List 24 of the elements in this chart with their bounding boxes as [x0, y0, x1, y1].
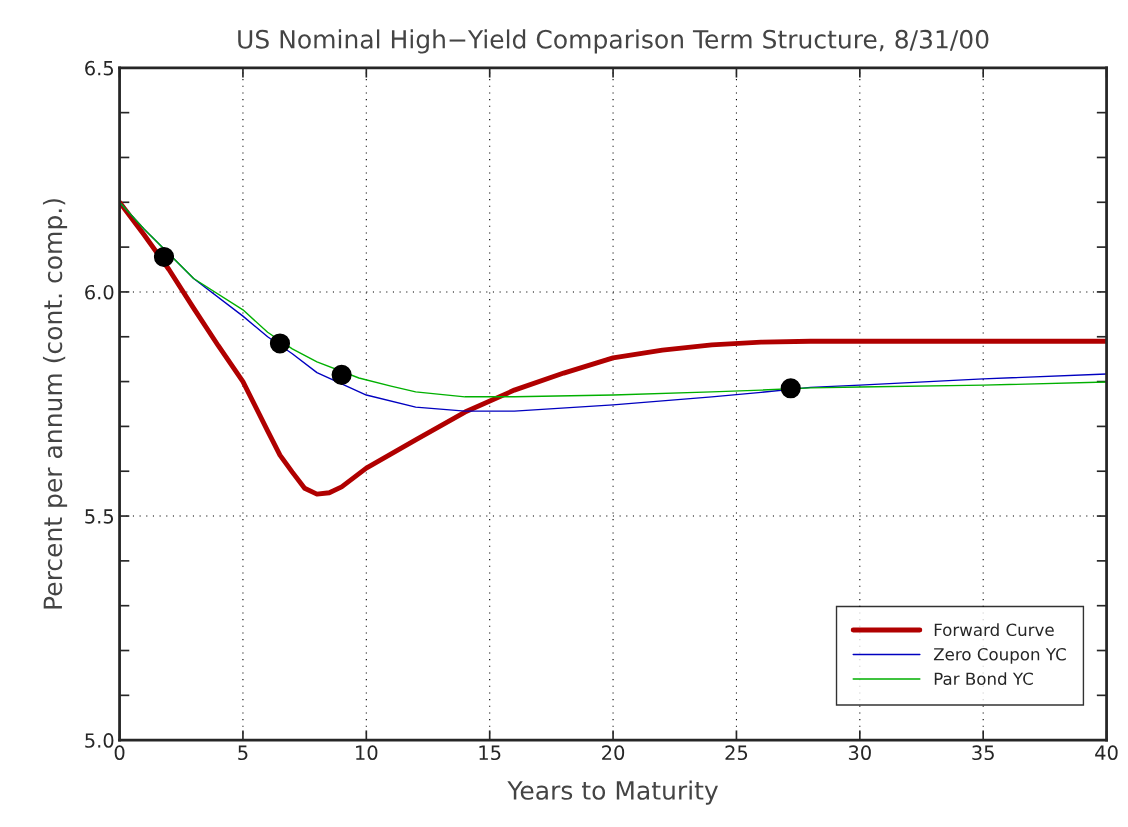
- x-tick-label: 0: [114, 745, 125, 761]
- x-axis-title: Years to Maturity: [507, 780, 718, 805]
- y-tick-label: 6.0: [85, 284, 114, 300]
- x-tick-label: 10: [356, 745, 378, 761]
- chart-title: US Nominal High−Yield Comparison Term Structure, 8/31/00: [238, 29, 989, 54]
- y-axis-title: Percent per annum (cont. comp.): [42, 199, 68, 609]
- x-tick-label: 15: [479, 745, 501, 761]
- x-tick-label: 5: [238, 745, 248, 761]
- line-series: [119, 199, 1107, 497]
- y-tick-label: 5.5: [85, 509, 114, 524]
- x-tick-label: 35: [972, 745, 994, 761]
- y-tick-label: 6.5: [85, 60, 114, 76]
- point: [331, 364, 352, 385]
- x-tick-label: 40: [1095, 745, 1118, 761]
- legend-label: Zero Coupon YC: [933, 647, 1066, 664]
- point: [780, 378, 801, 399]
- point: [153, 246, 175, 268]
- y-tick-label: 5.0: [85, 733, 114, 748]
- legend-label: Par Bond YC: [934, 672, 1033, 686]
- x-tick-label: 20: [602, 745, 625, 761]
- x-tick-label: 30: [848, 745, 871, 761]
- x-tick-label: 25: [725, 745, 748, 761]
- legend-label: Forward Curve: [934, 623, 1054, 637]
- point: [269, 333, 291, 354]
